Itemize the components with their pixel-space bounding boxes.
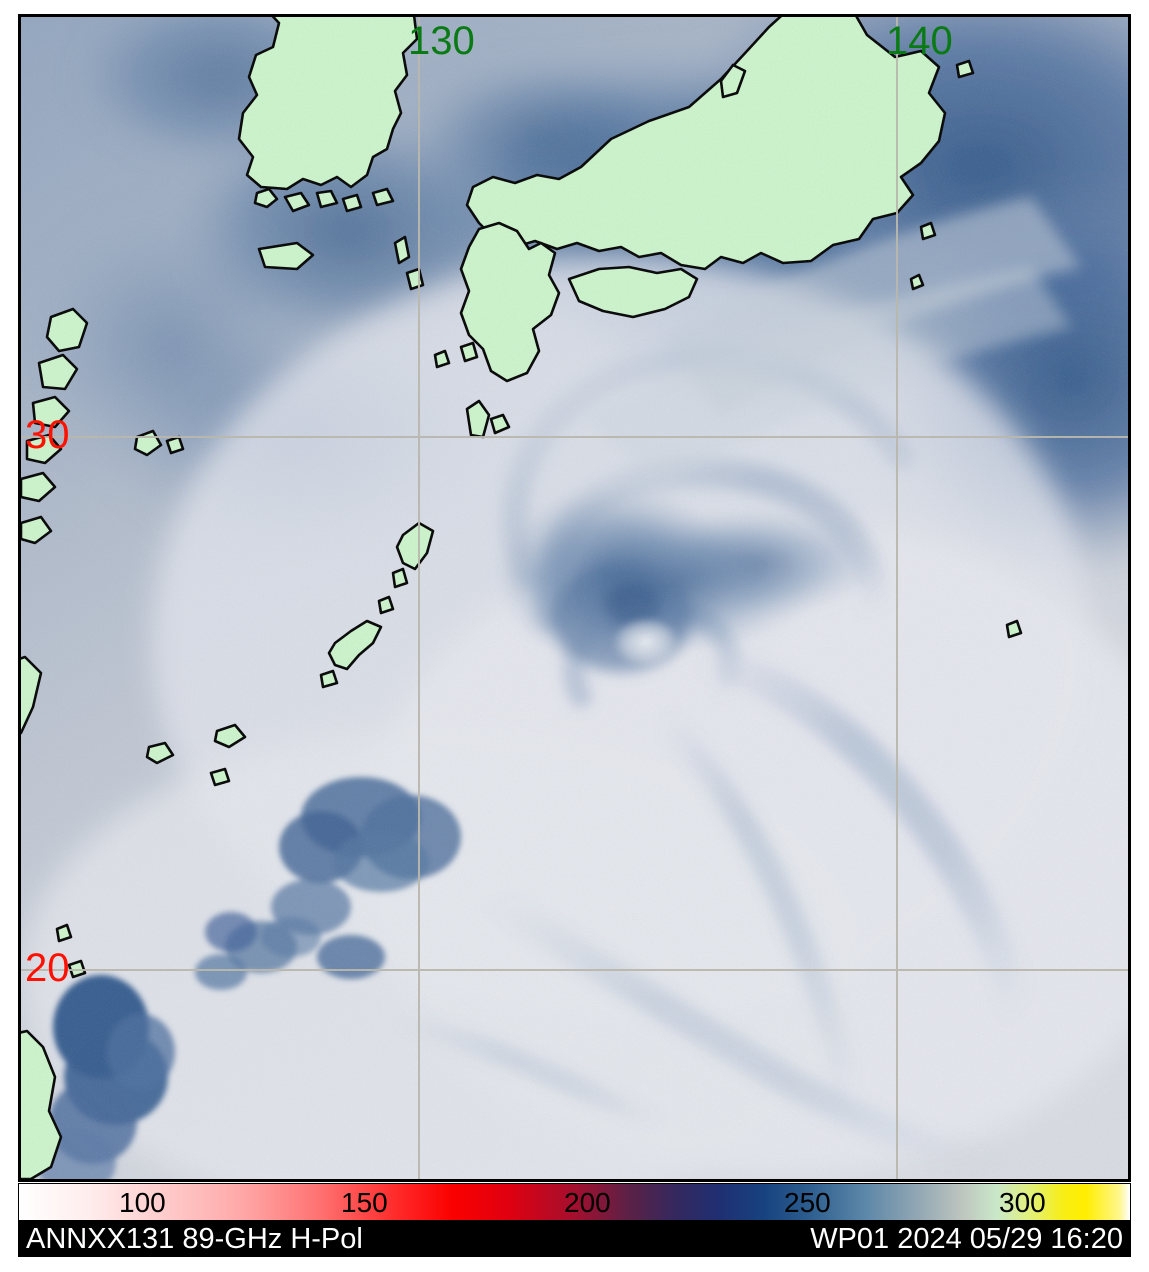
storm-timestamp-caption: WP01 2024 05/29 16:20 xyxy=(810,1223,1123,1255)
colorbar-tick-300: 300 xyxy=(999,1187,1046,1218)
satellite-image-canvas xyxy=(21,17,1128,1179)
satellite-map-panel: 130 140 30 20 xyxy=(18,14,1131,1182)
colorbar-gradient xyxy=(19,1184,1130,1220)
sensor-caption: ANNXX131 89-GHz H-Pol xyxy=(26,1223,363,1255)
colorbar-tick-150: 150 xyxy=(341,1187,388,1218)
graticule-lines xyxy=(21,17,1128,1179)
brightness-temperature-colorbar: 100 150 200 250 300 xyxy=(18,1183,1131,1221)
colorbar-tick-100: 100 xyxy=(119,1187,166,1218)
image-caption-bar: ANNXX131 89-GHz H-Pol WP01 2024 05/29 16… xyxy=(18,1221,1131,1257)
colorbar-tick-250: 250 xyxy=(784,1187,831,1218)
colorbar-tick-200: 200 xyxy=(564,1187,611,1218)
